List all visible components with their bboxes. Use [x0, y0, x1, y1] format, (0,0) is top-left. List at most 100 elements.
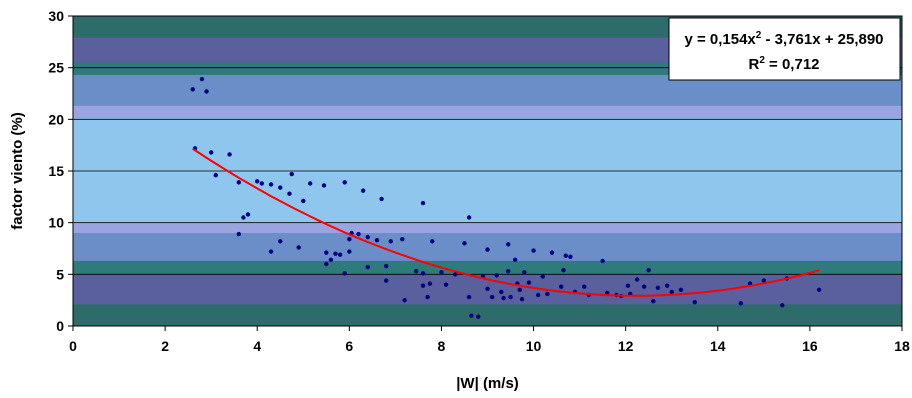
- data-point-44: [413, 269, 419, 274]
- axes: 0 5 10 15 20 25 30 0 2 4 6 8 10 12 14 16 18: [48, 8, 910, 354]
- data-point-61: [485, 247, 490, 252]
- data-point-56: [466, 294, 472, 300]
- data-point-21: [307, 181, 313, 186]
- background-band-6: [73, 223, 902, 234]
- data-point-104: [761, 278, 767, 283]
- data-point-85: [582, 284, 587, 289]
- data-point-63: [494, 273, 499, 278]
- data-point-11: [255, 179, 260, 184]
- x-tick-label-18: 18: [894, 338, 910, 354]
- data-point-83: [568, 254, 573, 259]
- x-tick-label-4: 4: [253, 338, 261, 354]
- data-point-41: [383, 278, 389, 283]
- data-point-60: [485, 286, 490, 291]
- background-band-7: [73, 233, 902, 262]
- data-point-38: [379, 196, 384, 202]
- data-point-12: [259, 181, 265, 186]
- data-point-81: [561, 268, 566, 273]
- data-point-22: [321, 183, 327, 188]
- data-point-0: [190, 87, 195, 92]
- data-point-29: [342, 271, 347, 276]
- trend-equation: y = 0,154x2 - 3,761x + 25,890: [684, 30, 883, 48]
- x-tick-label-0: 0: [69, 338, 77, 354]
- data-point-40: [388, 239, 393, 244]
- data-point-64: [499, 289, 504, 295]
- data-point-79: [549, 250, 555, 255]
- data-point-71: [517, 287, 522, 293]
- data-point-72: [519, 296, 525, 302]
- data-point-34: [360, 188, 366, 193]
- data-point-54: [462, 241, 467, 246]
- data-point-88: [605, 290, 610, 296]
- data-point-26: [333, 251, 338, 256]
- data-point-99: [669, 289, 674, 295]
- data-point-57: [469, 313, 474, 318]
- x-tick-label-16: 16: [802, 338, 818, 354]
- data-point-105: [780, 303, 785, 308]
- data-point-75: [531, 248, 536, 253]
- y-tick-label-25: 25: [48, 60, 64, 76]
- data-point-68: [508, 294, 513, 300]
- r2-label: R: [748, 56, 759, 73]
- data-point-35: [365, 234, 370, 240]
- x-axis-title: |W| (m/s): [456, 375, 519, 392]
- data-point-95: [646, 268, 651, 273]
- data-point-31: [347, 237, 352, 242]
- data-point-7: [236, 180, 241, 185]
- data-point-76: [535, 292, 541, 298]
- data-point-101: [692, 300, 697, 305]
- data-point-5: [213, 172, 218, 178]
- data-point-52: [443, 282, 449, 287]
- data-point-43: [402, 297, 407, 303]
- y-tick-label-20: 20: [48, 111, 64, 127]
- data-point-9: [241, 215, 246, 220]
- data-point-42: [400, 237, 405, 242]
- y-tick-label-0: 0: [56, 318, 64, 334]
- trendline: [192, 147, 820, 297]
- x-tick-label-2: 2: [161, 338, 169, 354]
- data-point-27: [337, 252, 343, 257]
- data-point-10: [245, 212, 251, 217]
- y-axis-title: factor viento (%): [9, 112, 26, 230]
- y-tick-label-5: 5: [56, 266, 64, 282]
- data-point-48: [425, 294, 430, 300]
- data-point-58: [476, 314, 481, 319]
- data-point-46: [420, 271, 426, 276]
- data-point-47: [420, 283, 426, 288]
- data-point-28: [342, 180, 347, 185]
- data-point-49: [427, 281, 433, 286]
- y-tick-label-10: 10: [48, 215, 64, 231]
- x-tick-label-12: 12: [618, 338, 634, 354]
- data-point-36: [365, 264, 370, 270]
- data-point-19: [296, 245, 301, 250]
- data-point-78: [545, 291, 550, 297]
- data-point-53: [453, 272, 458, 277]
- data-point-24: [324, 250, 329, 255]
- data-point-100: [678, 287, 684, 293]
- data-point-65: [501, 295, 506, 301]
- data-point-94: [641, 284, 647, 289]
- y-tick-label-30: 30: [48, 8, 64, 24]
- x-tick-label-14: 14: [710, 338, 726, 354]
- data-point-39: [383, 263, 389, 269]
- data-point-93: [634, 277, 640, 282]
- data-point-51: [439, 270, 444, 275]
- data-point-18: [289, 171, 294, 177]
- background-band-10: [73, 304, 902, 327]
- data-point-13: [268, 182, 274, 187]
- data-point-20: [301, 198, 306, 204]
- data-point-80: [558, 284, 564, 289]
- background-band-8: [73, 260, 902, 274]
- equation-main: y = 0,154x: [684, 31, 756, 48]
- x-tick-label-10: 10: [526, 338, 542, 354]
- equation-exponent: 2: [756, 30, 762, 41]
- background-band-4: [73, 105, 902, 119]
- data-point-87: [600, 258, 605, 264]
- data-point-107: [816, 287, 822, 293]
- equation-rest: - 3,761x + 25,890: [761, 31, 883, 48]
- data-point-2: [204, 89, 209, 94]
- r-squared: R2 = 0,712: [748, 55, 819, 73]
- y-tick-label-15: 15: [48, 163, 64, 179]
- data-point-74: [526, 280, 532, 285]
